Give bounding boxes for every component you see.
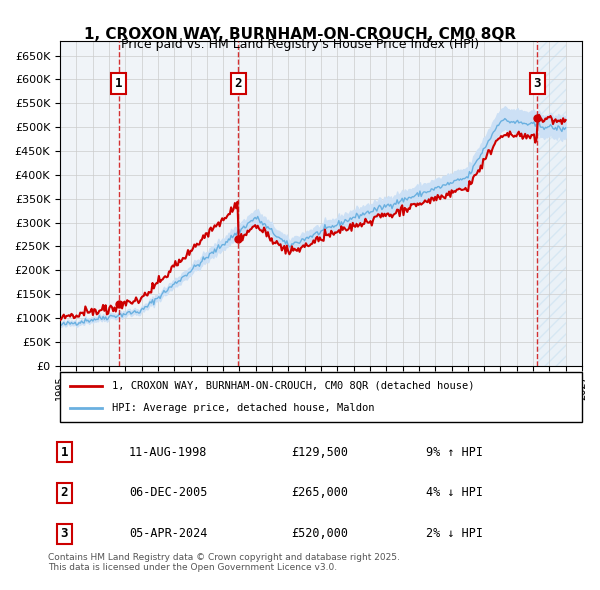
- Text: 4% ↓ HPI: 4% ↓ HPI: [426, 486, 483, 500]
- Text: £520,000: £520,000: [291, 527, 348, 540]
- FancyBboxPatch shape: [60, 372, 582, 422]
- Text: 9% ↑ HPI: 9% ↑ HPI: [426, 445, 483, 458]
- Text: 1: 1: [61, 445, 68, 458]
- Text: 1, CROXON WAY, BURNHAM-ON-CROUCH, CM0 8QR (detached house): 1, CROXON WAY, BURNHAM-ON-CROUCH, CM0 8Q…: [112, 381, 475, 391]
- Text: 1: 1: [115, 77, 122, 90]
- Text: 06-DEC-2005: 06-DEC-2005: [129, 486, 208, 500]
- Text: 05-APR-2024: 05-APR-2024: [129, 527, 208, 540]
- Text: 2: 2: [235, 77, 242, 90]
- Text: 11-AUG-1998: 11-AUG-1998: [129, 445, 208, 458]
- Text: Price paid vs. HM Land Registry's House Price Index (HPI): Price paid vs. HM Land Registry's House …: [121, 38, 479, 51]
- Text: 3: 3: [533, 77, 541, 90]
- Text: Contains HM Land Registry data © Crown copyright and database right 2025.
This d: Contains HM Land Registry data © Crown c…: [48, 553, 400, 572]
- Text: £265,000: £265,000: [291, 486, 348, 500]
- Text: 1, CROXON WAY, BURNHAM-ON-CROUCH, CM0 8QR: 1, CROXON WAY, BURNHAM-ON-CROUCH, CM0 8Q…: [84, 27, 516, 41]
- Text: 3: 3: [61, 527, 68, 540]
- Text: HPI: Average price, detached house, Maldon: HPI: Average price, detached house, Mald…: [112, 403, 374, 413]
- Text: £129,500: £129,500: [291, 445, 348, 458]
- Text: 2% ↓ HPI: 2% ↓ HPI: [426, 527, 483, 540]
- Text: 2: 2: [61, 486, 68, 500]
